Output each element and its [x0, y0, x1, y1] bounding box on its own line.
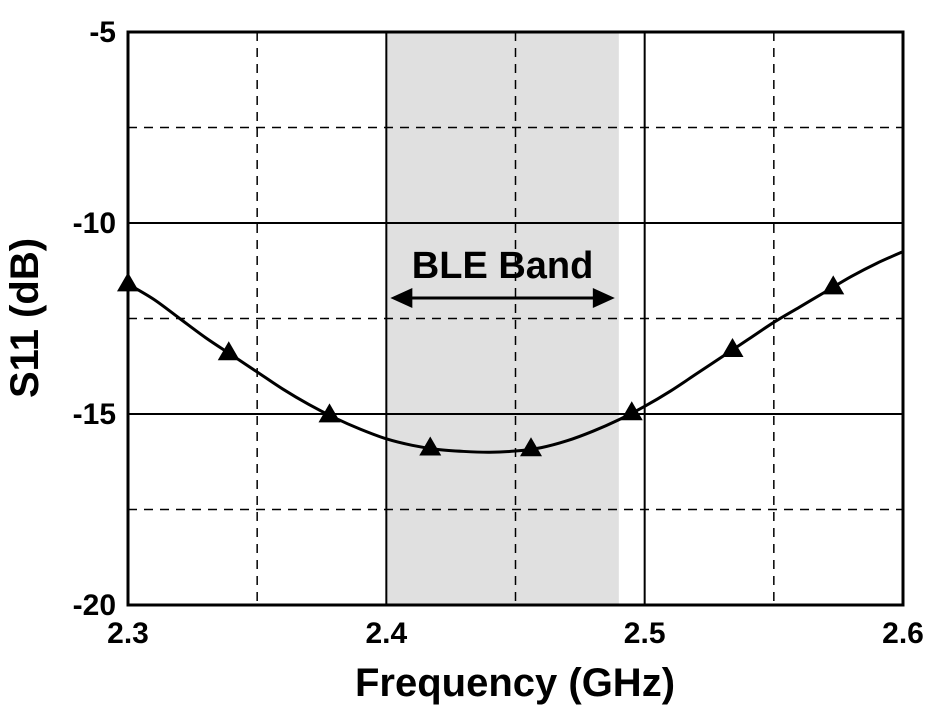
triangle-marker: [822, 275, 845, 295]
triangle-marker: [318, 403, 341, 423]
band-annotation: BLE Band: [390, 245, 615, 308]
triangle-marker: [721, 338, 744, 358]
triangle-marker: [520, 437, 542, 457]
band-arrow-right-head: [592, 288, 615, 308]
y-tick-labels: -5 -10 -15 -20: [73, 16, 116, 622]
triangle-marker: [620, 401, 643, 421]
plot-frame: [126, 30, 905, 607]
grid-lines: [128, 32, 903, 605]
y-tick-label: -10: [73, 207, 116, 240]
triangle-marker: [419, 436, 442, 456]
y-tick-label: -20: [73, 589, 116, 622]
band-label: BLE Band: [412, 245, 594, 287]
y-axis-label: S11 (dB): [3, 238, 47, 398]
y-tick-label: -15: [73, 398, 116, 431]
s11-curve-layer: [127, 250, 904, 454]
x-tick-label: 2.6: [882, 617, 924, 650]
triangle-marker: [217, 341, 240, 361]
x-tick-labels: 2.3 2.4 2.5 2.6: [107, 617, 924, 650]
band-arrow-left-head: [390, 288, 413, 308]
x-axis-label: Frequency (GHz): [355, 661, 675, 705]
x-tick-label: 2.4: [365, 617, 407, 650]
y-tick-label: -5: [89, 16, 116, 49]
s11-curve: [127, 250, 904, 454]
x-tick-label: 2.5: [624, 617, 666, 650]
x-tick-label: 2.3: [107, 617, 149, 650]
